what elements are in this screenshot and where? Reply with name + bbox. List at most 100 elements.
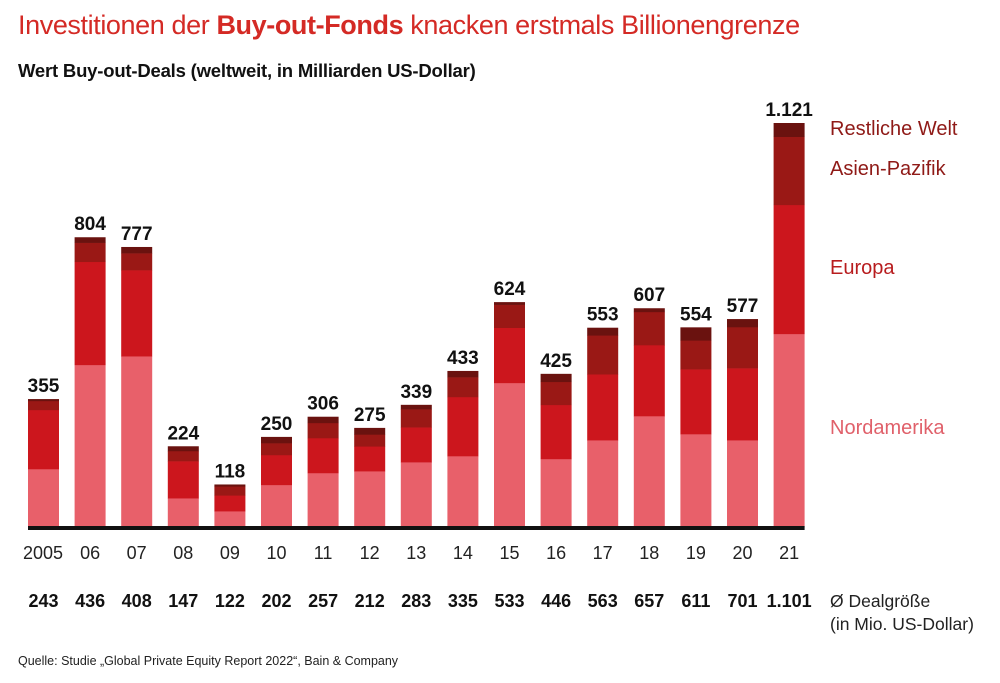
x-tick-label: 20 [732,543,752,563]
deal-size-value: 202 [261,591,291,611]
deal-size-value: 408 [122,591,152,611]
bar-segment-europa-2005 [28,409,59,470]
x-tick-label: 2005 [23,543,63,563]
bar-segment-europa-15 [494,327,525,384]
legend-restliche-welt: Restliche Welt [830,118,958,140]
bar-segment-nordamerika-13 [400,462,432,528]
bar-segment-nordamerika-10 [261,484,292,528]
x-tick-label: 16 [546,543,566,563]
x-tick-label: 17 [593,543,613,563]
total-label: 339 [400,382,432,403]
bar-segment-asien-pazifik-15 [494,304,525,329]
bar-segment-nordamerika-20 [727,440,758,528]
bar-segment-europa-16 [540,404,572,460]
bar-segment-restliche-welt-10 [261,436,292,444]
bar-segment-asien-pazifik-11 [307,422,339,439]
bar-segment-europa-14 [447,396,479,457]
bar-segment-nordamerika-19 [680,434,712,528]
bar-segment-europa-12 [354,446,386,472]
bar-segment-nordamerika-17 [587,440,619,528]
chart-title: Investitionen der Buy-out-Fonds knacken … [18,10,800,41]
x-tick-label: 07 [127,543,147,563]
deal-size-value: 446 [541,591,571,611]
bar-segment-nordamerika-18 [633,415,665,528]
total-label: 433 [447,348,479,369]
bar-segment-europa-08 [167,461,199,499]
x-tick-label: 08 [173,543,193,563]
x-tick-label: 19 [686,543,706,563]
bar-segment-restliche-welt-13 [400,404,432,410]
bar-segment-restliche-welt-07 [121,246,153,254]
bar-segment-restliche-welt-08 [167,446,199,452]
bar-segment-europa-10 [261,454,292,486]
bar-segment-europa-17 [587,374,619,441]
bar-segment-nordamerika-14 [447,456,479,528]
total-label: 250 [261,414,293,435]
deal-size-value: 533 [494,591,524,611]
bar-segment-nordamerika-2005 [28,468,59,528]
total-label: 777 [121,224,153,245]
bar-segment-asien-pazifik-18 [633,311,665,346]
bar-segment-nordamerika-16 [540,458,572,528]
total-label: 224 [167,423,199,444]
deal-size-value: 563 [588,591,618,611]
bar-segment-nordamerika-12 [354,471,386,528]
bar-segment-restliche-welt-06 [74,237,106,243]
bar-segment-asien-pazifik-16 [540,381,572,406]
bar-segment-asien-pazifik-10 [261,443,292,456]
total-label: 553 [587,305,619,326]
x-tick-label: 12 [360,543,380,563]
bar-segment-nordamerika-11 [307,472,339,528]
bar-segment-europa-20 [727,368,758,441]
bar-segment-asien-pazifik-17 [587,335,619,375]
x-tick-label: 21 [779,543,799,563]
bar-segment-europa-11 [307,437,339,474]
total-label: 1.121 [765,100,813,121]
labels-group: 355 2005 243 804 06 436 777 07 408 224 08 147 118 09 1… [23,100,813,611]
total-label: 624 [494,279,526,300]
deal-size-value: 436 [75,591,105,611]
source-note: Quelle: Studie „Global Private Equity Re… [18,654,399,668]
total-label: 306 [307,394,339,415]
x-tick-label: 11 [314,543,333,563]
bar-segment-restliche-welt-18 [633,308,665,313]
deal-size-label: Ø Dealgröße (in Mio. US-Dollar) [830,590,974,636]
legend-asien-pazifik: Asien-Pazifik [830,158,946,180]
bar-segment-restliche-welt-11 [307,416,339,424]
deal-size-value: 335 [448,591,478,611]
bar-segment-nordamerika-21 [773,333,805,528]
bar-segment-asien-pazifik-12 [354,434,386,447]
bar-segment-asien-pazifik-19 [680,340,712,370]
deal-size-value: 257 [308,591,338,611]
deal-size-value: 657 [634,591,664,611]
bar-segment-europa-21 [773,204,805,335]
bar-segment-restliche-welt-2005 [28,399,59,402]
bar-segment-asien-pazifik-14 [447,377,479,398]
bar-segment-restliche-welt-12 [354,427,386,435]
bar-segment-europa-09 [214,495,246,512]
bar-segment-europa-19 [680,369,712,435]
bar-segment-asien-pazifik-21 [773,136,805,206]
bar-segment-asien-pazifik-06 [74,242,106,263]
x-tick-label: 18 [639,543,659,563]
deal-size-value: 243 [28,591,58,611]
total-label: 355 [28,376,60,397]
bar-segment-restliche-welt-14 [447,370,479,378]
total-label: 118 [215,461,246,482]
deal-size-value: 283 [401,591,431,611]
x-tick-label: 06 [80,543,100,563]
bar-segment-nordamerika-15 [494,382,525,528]
bar-segment-nordamerika-06 [74,364,106,528]
bar-segment-nordamerika-08 [167,498,199,528]
bar-segment-nordamerika-07 [121,356,153,528]
total-label: 425 [540,351,572,372]
bars-group [28,123,805,528]
deal-size-value: 122 [215,591,245,611]
x-tick-label: 09 [220,543,240,563]
bar-segment-asien-pazifik-20 [727,326,758,369]
deal-size-label-line1: Ø Dealgröße [830,591,931,611]
bar-segment-nordamerika-09 [214,511,246,528]
bar-segment-asien-pazifik-07 [121,253,153,271]
bar-segment-restliche-welt-21 [773,123,805,137]
